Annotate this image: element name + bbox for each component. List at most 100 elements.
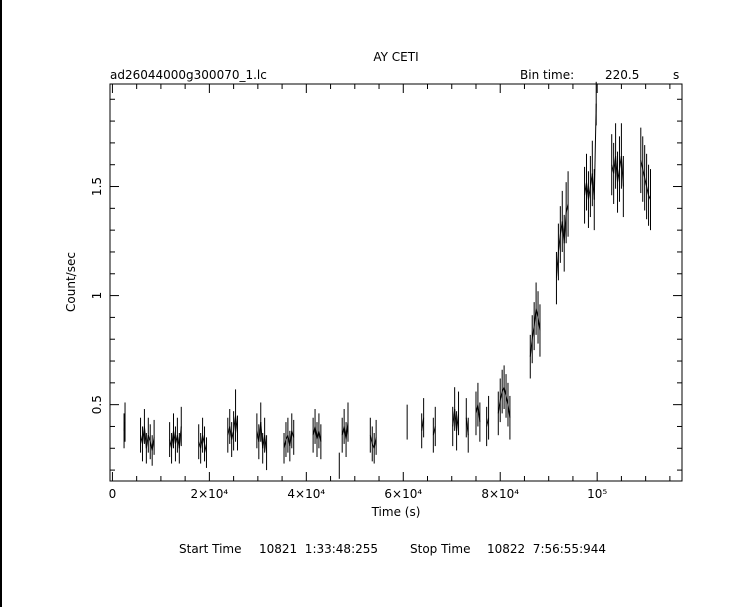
data-connector xyxy=(151,437,155,451)
y-tick-label: 0.5 xyxy=(90,395,104,414)
data-connector xyxy=(644,177,648,187)
data-connector xyxy=(233,415,237,431)
data-connector xyxy=(145,435,149,449)
data-connector xyxy=(555,251,559,279)
data-connector xyxy=(533,308,537,327)
data-connector xyxy=(505,395,509,405)
x-axis-ticks: 0 2×10⁴ 4×10⁴ 6×10⁴ 8×10⁴ 10⁵ xyxy=(109,84,671,501)
x-tick-label: 10⁵ xyxy=(587,487,607,501)
data-connector xyxy=(452,408,456,427)
data-connector xyxy=(289,430,293,447)
data-connector xyxy=(640,160,644,170)
data-connector xyxy=(561,221,565,244)
y-tick-label: 1.5 xyxy=(90,177,104,196)
bin-time-unit: s xyxy=(673,68,679,82)
data-connector xyxy=(176,435,180,449)
data-connector xyxy=(477,404,481,423)
data-connector xyxy=(615,155,619,183)
data-connector xyxy=(229,426,233,440)
data-connector xyxy=(343,426,347,440)
data-connector xyxy=(587,186,591,200)
y-axis-label: Count/sec xyxy=(64,252,78,312)
data-connector xyxy=(593,103,597,200)
data-connector xyxy=(204,443,207,453)
stop-time-label: Stop Time xyxy=(410,542,470,556)
data-connector xyxy=(283,439,287,449)
data-connector xyxy=(586,182,589,200)
start-time-value: 10821 1:33:48:255 xyxy=(259,542,378,556)
data-connector xyxy=(535,308,539,318)
data-connector xyxy=(563,212,567,244)
y-tick-label: 1 xyxy=(90,292,104,300)
data-connector xyxy=(235,415,238,434)
data-connector xyxy=(200,435,204,449)
x-tick-label: 6×10⁴ xyxy=(384,487,422,501)
data-connector xyxy=(256,430,260,442)
data-connector xyxy=(565,203,569,213)
data-connector xyxy=(432,426,436,436)
data-connector xyxy=(369,435,373,445)
plot-frame xyxy=(109,83,683,482)
data-connector xyxy=(465,417,469,436)
data-connector xyxy=(620,155,624,187)
data-connector xyxy=(287,435,291,447)
data-connector xyxy=(499,391,503,401)
data-connector xyxy=(291,430,295,438)
data-connector xyxy=(178,426,182,449)
data-connector xyxy=(227,426,231,436)
stop-time-value: 10822 7:56:55:944 xyxy=(487,542,606,556)
data-connector xyxy=(171,430,174,449)
data-connector xyxy=(147,435,151,442)
data-connector xyxy=(531,326,535,340)
data-connector xyxy=(202,435,206,445)
start-time-label: Start Time xyxy=(179,542,242,556)
data-connector xyxy=(507,404,511,418)
data-connector xyxy=(262,435,266,449)
chart-subtitle: ad26044000g300070_1.lc xyxy=(110,68,267,82)
data-connector xyxy=(260,422,264,449)
data-connector xyxy=(642,168,646,178)
data-connector xyxy=(648,195,651,200)
data-connector xyxy=(646,186,650,196)
data-connector xyxy=(314,426,318,440)
data-connector xyxy=(231,430,235,440)
x-tick-label: 4×10⁴ xyxy=(287,487,325,501)
data-connector xyxy=(613,155,617,174)
data-connector xyxy=(318,430,322,442)
data-connector xyxy=(617,168,620,183)
data-connector xyxy=(141,426,145,444)
data-connector xyxy=(373,437,377,449)
data-connector xyxy=(529,339,533,357)
data-connector xyxy=(584,182,587,196)
data-connector xyxy=(258,422,262,442)
data-connector xyxy=(316,430,320,440)
bin-time-label: Bin time: xyxy=(520,68,574,82)
data-connector xyxy=(503,387,507,397)
data-connector xyxy=(497,400,501,414)
data-connector xyxy=(149,441,153,451)
data-connector xyxy=(345,422,349,440)
data-connector xyxy=(559,221,563,235)
data-connector xyxy=(454,408,458,431)
data-connector xyxy=(537,317,541,331)
x-axis-label: Time (s) xyxy=(371,505,421,519)
x-tick-label: 0 xyxy=(109,487,117,501)
data-connector xyxy=(143,426,147,449)
data-points xyxy=(123,81,651,479)
data-connector xyxy=(557,234,561,253)
window-left-border xyxy=(0,0,2,607)
data-connector xyxy=(456,413,460,431)
y-axis-ticks: 0.5 1 1.5 xyxy=(90,98,682,471)
data-connector xyxy=(312,426,316,436)
x-tick-label: 2×10⁴ xyxy=(190,487,228,501)
data-connector xyxy=(486,417,490,427)
chart-title: AY CETI xyxy=(373,50,418,64)
data-connector xyxy=(174,435,178,445)
data-connector xyxy=(123,422,126,431)
bin-time-value: 220.5 xyxy=(605,68,639,82)
data-connector xyxy=(341,426,345,436)
x-tick-label: 8×10⁴ xyxy=(481,487,519,501)
data-connector xyxy=(264,435,268,453)
data-connector xyxy=(421,417,425,431)
